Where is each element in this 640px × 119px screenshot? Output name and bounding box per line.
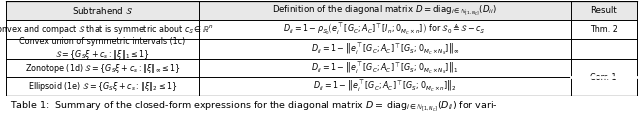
Text: Zonotope (1d) $\mathcal{S} = \{G_S\xi + c_s : \|\xi\|_\infty \leq 1\}$: Zonotope (1d) $\mathcal{S} = \{G_S\xi + … — [24, 62, 180, 75]
Text: Thm. 2: Thm. 2 — [590, 25, 618, 34]
Text: Ellipsoid (1e) $\mathcal{S} = \{G_S\xi + c_s : \|\xi\|_2 \leq 1\}$: Ellipsoid (1e) $\mathcal{S} = \{G_S\xi +… — [28, 80, 177, 93]
Text: $D_{ii} = 1 - \left\|e_i^\top [G_C; A_C]^\top [G_S; 0_{M_C\times N_S}]\right\|_1: $D_{ii} = 1 - \left\|e_i^\top [G_C; A_C]… — [311, 60, 458, 76]
Text: Table 1:  Summary of the closed-form expressions for the diagonal matrix $D = \,: Table 1: Summary of the closed-form expr… — [10, 100, 497, 114]
FancyBboxPatch shape — [6, 1, 637, 20]
Text: Subtrahend $\mathcal{S}$: Subtrahend $\mathcal{S}$ — [72, 5, 133, 16]
Text: $D_{ii} = 1 - \rho_{\mathcal{S}_0}\!\left(e_i^\top [G_C; A_C]^\top [I_n; 0_{M_C\: $D_{ii} = 1 - \rho_{\mathcal{S}_0}\!\lef… — [284, 22, 486, 37]
Text: Convex union of symmetric intervals (1c)
$\mathcal{S} = \{G_S\xi + c_s : \|\xi\|: Convex union of symmetric intervals (1c)… — [19, 37, 186, 61]
Text: Convex and compact $\mathcal{S}$ that is symmetric about $c_\mathcal{S} \in \mat: Convex and compact $\mathcal{S}$ that is… — [0, 23, 214, 36]
Text: Corr. 1: Corr. 1 — [591, 73, 617, 82]
Text: Result: Result — [590, 6, 617, 15]
Text: Definition of the diagonal matrix $D = \mathrm{diag}_{i\in\mathbb{N}_{[1,N_C]}}(: Definition of the diagonal matrix $D = \… — [272, 3, 497, 18]
Text: $D_{ii} = 1 - \left\|e_i^\top [G_C; A_C]^\top [G_S; 0_{M_C\times n}]\right\|_2$: $D_{ii} = 1 - \left\|e_i^\top [G_C; A_C]… — [313, 79, 456, 94]
Text: $D_{ii} = 1 - \left\|e_i^\top [G_C; A_C]^\top [G_S; 0_{M_C\times N_S}]\right\|_\: $D_{ii} = 1 - \left\|e_i^\top [G_C; A_C]… — [310, 41, 459, 57]
